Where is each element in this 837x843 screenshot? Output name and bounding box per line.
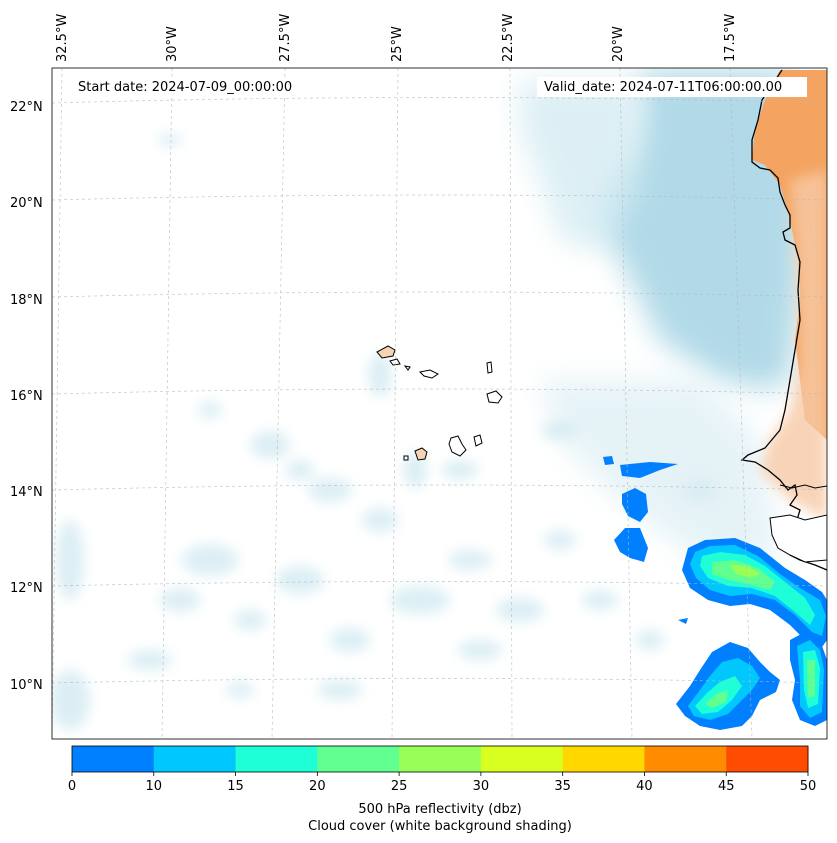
colorbar-segment-6: [562, 746, 645, 772]
lat-label-22n: 22°N: [10, 100, 43, 115]
colorbar-segments: [72, 746, 809, 772]
valid-date-label: Valid_date: 2024-07-11T06:00:00.00: [544, 80, 782, 95]
map-gridlines: [52, 68, 827, 739]
island-sao-vicente: [389, 358, 401, 366]
cape-verde-islands: [376, 345, 503, 461]
colorbar-ticks: 0 10 15 20 25 30 35 40 45 50: [68, 772, 816, 794]
lon-label-17-5w: 17.5°W: [723, 14, 738, 62]
lon-label-27-5w: 27.5°W: [278, 14, 293, 62]
colorbar-tick-label: 50: [800, 779, 817, 794]
island-santo-antao: [376, 345, 396, 359]
colorbar-frame: [71, 745, 809, 773]
map-frame: [51, 67, 828, 740]
colorbar-tick-label: 15: [227, 779, 244, 794]
lat-label-14n: 14°N: [10, 485, 43, 500]
land-shading-faded: [760, 170, 827, 520]
reflectivity-cell-4: [614, 528, 648, 562]
colorbar-segment-3: [317, 746, 400, 772]
lon-label-20w: 20°W: [611, 26, 626, 62]
colorbar-segment-5: [480, 746, 564, 772]
island-santa-luzia: [403, 365, 411, 371]
colorbar-title-line1: 500 hPa reflectivity (dbz): [358, 802, 521, 817]
colorbar-segment-4: [399, 746, 482, 772]
colorbar-tick-label: 25: [391, 779, 408, 794]
lon-label-30w: 30°W: [165, 26, 180, 62]
guinea-coast: [769, 514, 827, 563]
reflectivity-cell-5: [678, 618, 688, 624]
lat-label-10n: 10°N: [10, 678, 43, 693]
lon-label-25w: 25°W: [390, 26, 405, 62]
colorbar-segment-0: [72, 746, 155, 772]
reflectivity-cell-1: [603, 456, 614, 465]
lat-label-12n: 12°N: [10, 581, 43, 596]
island-boa-vista: [486, 390, 503, 404]
colorbar-tick-label: 45: [718, 779, 735, 794]
start-date-label: Start date: 2024-07-09_00:00:00: [78, 80, 292, 95]
map-panel: Start date: 2024-07-09_00:00:00 Valid_da…: [52, 68, 827, 739]
island-maio: [473, 434, 483, 447]
gambia-estuary: [779, 484, 827, 489]
colorbar-segment-1: [153, 746, 237, 772]
start-date-box: [70, 77, 314, 97]
island-brava: [403, 455, 409, 461]
longitude-axis-labels: 32.5°W 30°W 27.5°W 25°W 22.5°W 20°W 17.5…: [55, 14, 738, 62]
colorbar-tick-label: 40: [636, 779, 653, 794]
africa-landmass: [740, 69, 827, 571]
colorbar-segment-2: [235, 746, 318, 772]
colorbar-tick-label: 35: [554, 779, 571, 794]
island-santiago: [448, 435, 467, 457]
island-sao-nicolau: [418, 369, 439, 379]
island-fogo: [414, 447, 428, 461]
colorbar-tick-label: 20: [309, 779, 326, 794]
reflectivity-system-north-30: [730, 565, 760, 578]
lon-label-22-5w: 22.5°W: [501, 14, 516, 62]
colorbar-segment-8: [726, 746, 809, 772]
valid-date-box: [537, 77, 807, 97]
colorbar-tick-label: 30: [473, 779, 490, 794]
lon-label-32-5w: 32.5°W: [55, 14, 70, 62]
lat-label-16n: 16°N: [10, 389, 43, 404]
scattered-cloud-cells: [52, 134, 716, 730]
colorbar-title-line2: Cloud cover (white background shading): [308, 819, 572, 834]
reflectivity-system-south-25: [705, 690, 728, 708]
latitude-axis-labels: 22°N 20°N 18°N 16°N 14°N 12°N 10°N: [10, 100, 43, 693]
colorbar-tick-label: 10: [146, 779, 163, 794]
reflectivity-contours: [603, 456, 827, 730]
reflectivity-cell-3: [622, 488, 648, 522]
reflectivity-cell-2: [620, 462, 678, 478]
colorbar-segment-7: [644, 746, 727, 772]
colorbar: 0 10 15 20 25 30 35 40 45 50 500 hPa reflectivity…: [68, 745, 816, 834]
lat-label-20n: 20°N: [10, 196, 43, 211]
island-sal: [486, 361, 493, 374]
colorbar-tick-label: 0: [68, 779, 76, 794]
reflectivity-system-east-25: [807, 660, 815, 698]
lat-label-18n: 18°N: [10, 293, 43, 308]
cloud-cover-haze: [520, 80, 640, 250]
